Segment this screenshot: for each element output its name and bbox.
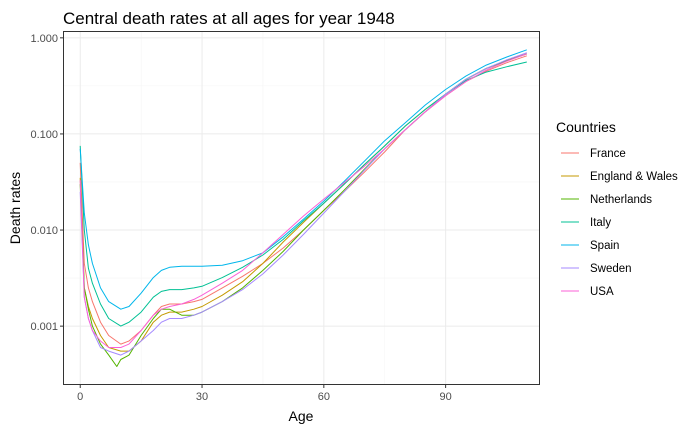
legend-label-usa: USA [590,286,614,298]
legend-label-england-wales: England & Wales [590,171,678,183]
series-line-netherlands [79,53,527,367]
legend-label-italy: Italy [590,217,611,229]
gridlines [64,32,539,384]
y-tick-label: 0.001 [30,321,58,333]
series-line-france [79,55,527,345]
x-axis-title: Age [289,408,314,424]
x-tick-label: 90 [439,391,451,403]
series-line-sweden [79,52,527,356]
x-tick-label: 0 [77,391,83,403]
legend-title: Countries [556,119,616,135]
x-tick-label: 30 [196,391,208,403]
axes: 0 30 60 90 0.001 0.010 0.100 1.000 [30,33,451,403]
series-line-spain [79,49,527,310]
series-line-italy [79,61,527,327]
y-tick-label: 1.000 [30,33,58,45]
legend: Countries France England & Wales Netherlan… [556,119,678,298]
y-tick-label: 0.100 [30,129,58,141]
plot-panel [63,31,540,385]
legend-label-france: France [590,148,626,160]
y-tick-label: 0.010 [30,225,58,237]
legend-label-sweden: Sweden [590,263,632,275]
legend-label-netherlands: Netherlands [590,194,652,206]
series-line-usa [79,53,527,348]
series-line-england-wales [79,53,527,352]
series-layer [79,49,527,367]
x-tick-label: 60 [318,391,330,403]
chart-title: Central death rates at all ages for year… [63,9,395,28]
y-axis-title: Death rates [7,172,23,244]
legend-label-spain: Spain [590,240,619,252]
